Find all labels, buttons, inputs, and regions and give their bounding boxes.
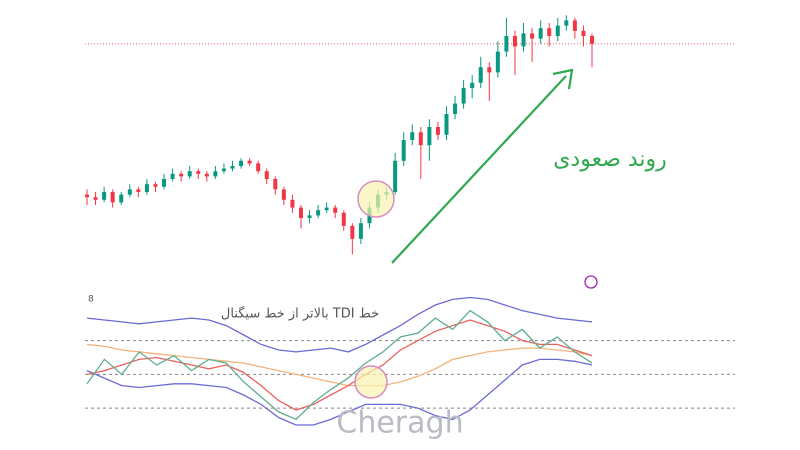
candle-body — [453, 103, 458, 114]
candle-body — [512, 36, 517, 47]
tdi-line — [86, 358, 593, 426]
highlight-circle — [354, 365, 388, 399]
tdi-annotation: خط TDI بالاتر از خط سیگنال — [221, 306, 379, 322]
trend-arrow — [391, 75, 567, 264]
candle-body — [93, 197, 98, 200]
candle-body — [119, 194, 124, 203]
arrow-head — [552, 68, 574, 90]
candle-body — [350, 225, 355, 239]
candle-body — [187, 171, 192, 177]
candle-body — [435, 127, 440, 135]
watermark: Cheragh — [336, 406, 463, 441]
tdi-line — [86, 319, 593, 411]
candle-body — [256, 163, 261, 172]
candle-body — [316, 210, 321, 216]
candle-body — [281, 189, 286, 200]
candle-body — [153, 184, 158, 187]
candle-body — [581, 30, 586, 36]
candle-body — [393, 160, 398, 192]
candle-body — [298, 207, 303, 218]
candle-body — [470, 82, 475, 88]
candle-body — [590, 36, 594, 44]
highlight-circle — [357, 180, 395, 218]
candle-body — [127, 189, 132, 195]
candle-body — [572, 20, 577, 31]
candle-body — [110, 192, 115, 203]
candle-body — [418, 132, 423, 146]
candle-body — [170, 173, 175, 179]
candle-body — [239, 160, 244, 166]
candle-body — [358, 223, 363, 239]
candle-body — [410, 132, 415, 140]
candle-body — [538, 28, 543, 39]
candle-body — [487, 67, 492, 73]
candle-body — [324, 207, 329, 211]
candle-body — [307, 215, 312, 218]
candle-body — [341, 212, 346, 226]
candle-body — [521, 33, 526, 47]
candle-body — [555, 25, 560, 36]
candle-body — [401, 140, 406, 161]
candle-body — [273, 179, 278, 190]
candle-body — [102, 192, 107, 200]
candle-body — [204, 173, 209, 177]
candle-body — [290, 199, 295, 208]
candle-body — [547, 28, 552, 36]
tdi-line — [86, 309, 593, 421]
candle-body — [144, 184, 149, 192]
candle-body — [221, 168, 226, 172]
candle-body — [85, 194, 89, 198]
candle-body — [247, 160, 252, 164]
candle-body — [461, 88, 466, 104]
panel-label: 8 — [88, 295, 94, 305]
candle-body — [530, 33, 535, 39]
candle-body — [264, 171, 269, 179]
candle-body — [504, 36, 509, 52]
candle-body — [427, 127, 432, 146]
tdi-line — [86, 296, 593, 353]
candle-body — [564, 20, 569, 26]
trend-label: روند صعودی — [553, 147, 667, 172]
candle-body — [495, 51, 500, 73]
candle-body — [179, 173, 184, 177]
candle-body — [213, 171, 218, 177]
candle-body — [478, 67, 483, 83]
candle-body — [196, 171, 201, 174]
candle-body — [136, 189, 141, 192]
candle-body — [333, 207, 338, 213]
candle-body — [444, 114, 449, 135]
alert-icon — [584, 275, 598, 289]
candle-body — [230, 166, 235, 169]
candle-body — [162, 179, 167, 187]
